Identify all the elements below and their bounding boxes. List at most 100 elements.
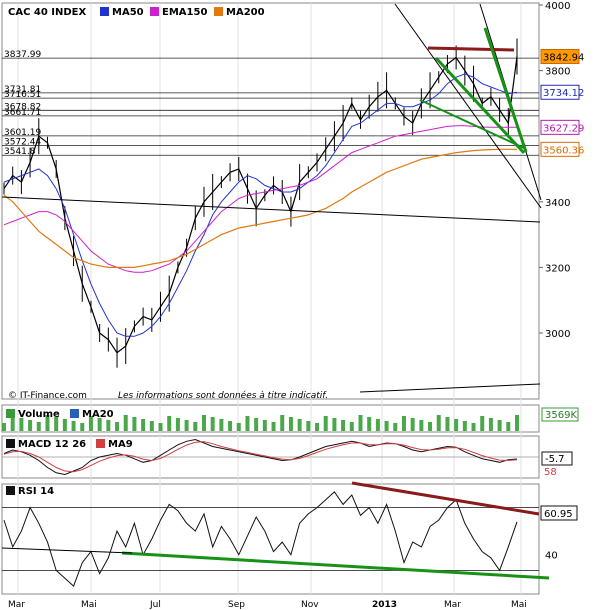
level-label: 3572.44 <box>4 137 41 147</box>
macd-tag-box <box>541 451 573 466</box>
y-tick-label: 4000 <box>545 1 570 12</box>
trend-line-black-1 <box>394 3 542 209</box>
volume-bar <box>488 418 493 431</box>
volume-bar <box>454 419 459 431</box>
level-label: 3541.8 <box>4 147 36 157</box>
legend-ma50: MA50 <box>112 7 144 18</box>
volume-bar <box>497 420 502 431</box>
macd-tag-2: 58 <box>544 467 557 478</box>
legend-swatch-rsi <box>6 486 15 495</box>
macd-line-1 <box>3 441 518 473</box>
legend-swatch-ma200 <box>214 7 223 16</box>
y-tick-label: 3200 <box>545 263 570 274</box>
volume-bar <box>462 421 467 431</box>
x-tick-label: Jul <box>149 600 161 610</box>
volume-bar <box>332 418 337 431</box>
legend-rsi: RSI 14 <box>18 486 54 497</box>
volume-bar <box>236 423 241 431</box>
volume-bar <box>149 421 154 431</box>
volume-bar <box>367 417 372 431</box>
legend-volume-ma20: MA20 <box>82 409 114 420</box>
series-line-cac-40-index <box>3 56 518 354</box>
x-tick-label: Mar <box>8 600 25 610</box>
legend-macd-ma9: MA9 <box>108 439 133 450</box>
legend-swatch-ema150 <box>150 7 159 16</box>
price-tag: 3627.29 <box>543 123 584 134</box>
volume-bar <box>245 416 250 431</box>
price-tag-box <box>540 141 580 157</box>
volume-bar <box>445 417 450 431</box>
x-tick-label: Sep <box>228 600 245 610</box>
price-tag-box <box>540 48 580 64</box>
macd-tag: -5.7 <box>545 454 565 465</box>
volume-bar <box>175 418 180 431</box>
volume-bar <box>315 423 320 431</box>
volume-bar <box>280 415 285 431</box>
volume-bar <box>106 420 111 431</box>
volume-bar <box>45 415 50 431</box>
x-tick-label: 2013 <box>372 600 397 610</box>
volume-tag-box <box>541 407 579 422</box>
volume-bar <box>54 417 59 431</box>
volume-bar <box>141 419 146 431</box>
volume-bar <box>393 423 398 431</box>
volume-bar <box>341 420 346 431</box>
volume-bar <box>193 422 198 431</box>
trend-line-green-2 <box>483 27 528 153</box>
level-label: 3601.19 <box>4 128 41 138</box>
rsi-trend-black <box>1 547 133 554</box>
level-label: 3837.99 <box>4 50 41 60</box>
volume-bar <box>254 418 259 431</box>
volume-bar <box>480 416 485 431</box>
volume-bar <box>132 417 137 431</box>
series-line-ma50 <box>3 73 518 337</box>
rsi-trend-green <box>121 551 550 580</box>
volume-bar <box>71 421 76 431</box>
volume-bar <box>358 415 363 431</box>
rsi-tick-label: 40 <box>545 551 558 562</box>
legend-ma200: MA200 <box>226 7 265 18</box>
x-tick-label: Mai <box>511 600 527 610</box>
volume-bar <box>97 418 102 431</box>
legend-swatch-volume <box>6 409 15 418</box>
y-tick-label: 3800 <box>545 67 570 78</box>
chart-title: CAC 40 INDEX <box>8 7 87 18</box>
volume-bar <box>19 418 24 431</box>
volume-bar <box>506 422 511 431</box>
y-tick-label: 3400 <box>545 198 570 209</box>
volume-bar <box>471 423 476 431</box>
volume-bar <box>184 420 189 431</box>
source-credit: © IT-Finance.com <box>8 391 87 401</box>
volume-bar <box>158 423 163 431</box>
legend-swatch-macd <box>6 439 15 448</box>
x-tick-label: Nov <box>301 600 319 610</box>
legend-ema150: EMA150 <box>162 7 207 18</box>
volume-bar <box>515 415 519 431</box>
x-tick-label: Mar <box>444 600 461 610</box>
volume-bar <box>62 419 67 431</box>
series-line-ema150 <box>3 125 517 273</box>
volume-bar <box>167 416 172 431</box>
volume-bar <box>88 416 93 431</box>
volume-bar <box>115 422 120 431</box>
y-tick-label: 3000 <box>545 329 570 340</box>
trend-line-black-4 <box>359 383 541 393</box>
volume-bar <box>228 421 233 431</box>
price-tag: 3842.94 <box>543 52 584 63</box>
resistance-red <box>427 46 515 52</box>
volume-bars <box>2 415 519 431</box>
volume-bar <box>419 420 424 431</box>
volume-bar <box>384 421 389 431</box>
volume-bar <box>28 420 33 431</box>
volume-bar <box>306 421 311 431</box>
price-tag: 3560.36 <box>543 145 584 156</box>
legend-swatch-ma50 <box>100 7 109 16</box>
volume-bar <box>436 415 441 431</box>
legend-swatch-macd-ma9 <box>96 439 105 448</box>
volume-tag: 3569K <box>545 410 577 421</box>
price-tag-box <box>540 119 580 135</box>
trend-line-green-1 <box>434 56 526 155</box>
level-label: 3731.81 <box>4 85 41 95</box>
price-tag: 3734.12 <box>543 88 584 99</box>
